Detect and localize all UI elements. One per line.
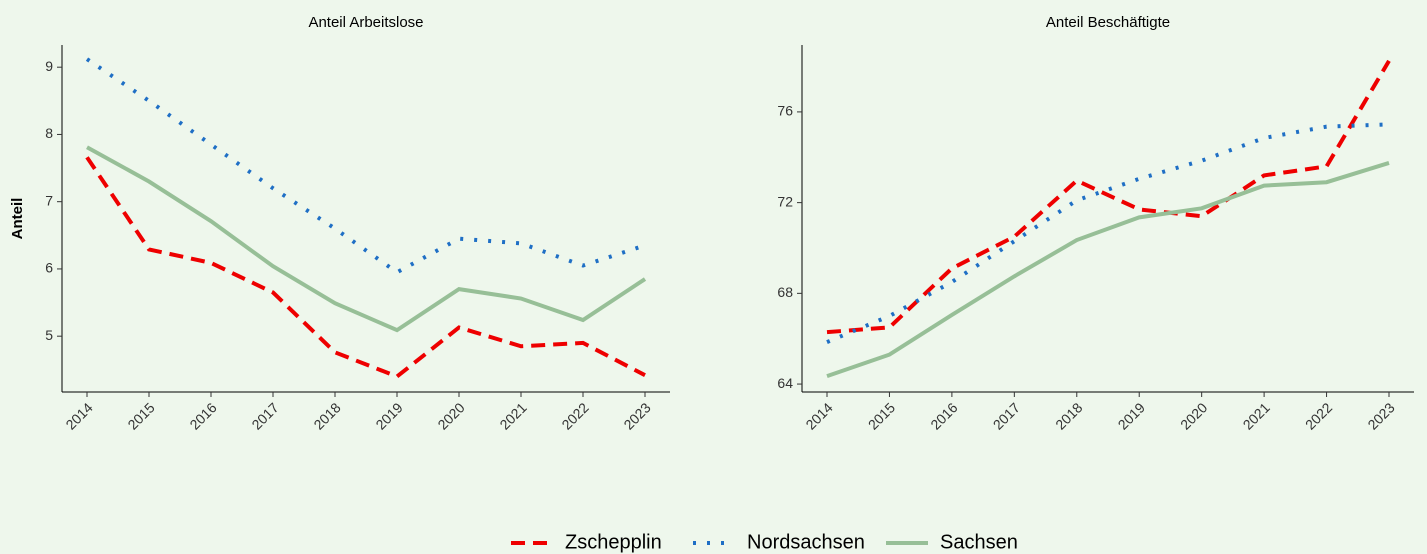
x-tick-label: 2015 bbox=[865, 399, 898, 432]
x-tick-label: 2014 bbox=[802, 399, 835, 432]
x-tick-label: 2018 bbox=[310, 399, 343, 432]
x-tick-label: 2019 bbox=[1115, 399, 1148, 432]
series-line bbox=[86, 145, 647, 333]
y-tick-label: 5 bbox=[45, 327, 53, 343]
x-tick-label: 2020 bbox=[1177, 399, 1210, 432]
legend-label: Sachsen bbox=[940, 531, 1018, 553]
chart-title: Anteil Arbeitslose bbox=[308, 14, 423, 31]
x-tick-label: 2015 bbox=[124, 399, 157, 432]
x-tick-label: 2021 bbox=[496, 399, 529, 432]
y-tick-label: 9 bbox=[45, 58, 53, 74]
x-tick-label: 2019 bbox=[372, 399, 405, 432]
x-tick-label: 2017 bbox=[990, 399, 1023, 432]
series-line bbox=[826, 59, 1391, 335]
x-tick-label: 2021 bbox=[1240, 399, 1273, 432]
legend-label: Nordsachsen bbox=[747, 531, 865, 553]
x-tick-label: 2018 bbox=[1052, 399, 1085, 432]
y-tick-label: 64 bbox=[777, 375, 793, 391]
x-tick-label: 2022 bbox=[1302, 399, 1335, 432]
series-line bbox=[85, 57, 646, 275]
y-tick-label: 68 bbox=[777, 284, 793, 300]
x-tick-label: 2016 bbox=[927, 399, 960, 432]
x-tick-label: 2017 bbox=[248, 399, 281, 432]
series-line bbox=[826, 161, 1390, 379]
legend-label: Zschepplin bbox=[565, 531, 662, 553]
y-tick-label: 72 bbox=[777, 193, 793, 209]
y-tick-label: 76 bbox=[777, 103, 793, 119]
chart-title: Anteil Beschäftigte bbox=[1046, 14, 1170, 31]
x-tick-label: 2014 bbox=[62, 399, 95, 432]
x-tick-label: 2023 bbox=[620, 399, 653, 432]
y-tick-label: 8 bbox=[45, 125, 53, 141]
x-tick-label: 2020 bbox=[434, 399, 467, 432]
y-tick-label: 7 bbox=[45, 192, 53, 208]
x-tick-label: 2023 bbox=[1364, 399, 1397, 432]
x-tick-label: 2022 bbox=[558, 399, 591, 432]
x-tick-label: 2016 bbox=[186, 399, 219, 432]
series-line bbox=[85, 156, 646, 379]
y-tick-label: 6 bbox=[45, 260, 53, 276]
y-axis-label: Anteil bbox=[9, 198, 26, 240]
